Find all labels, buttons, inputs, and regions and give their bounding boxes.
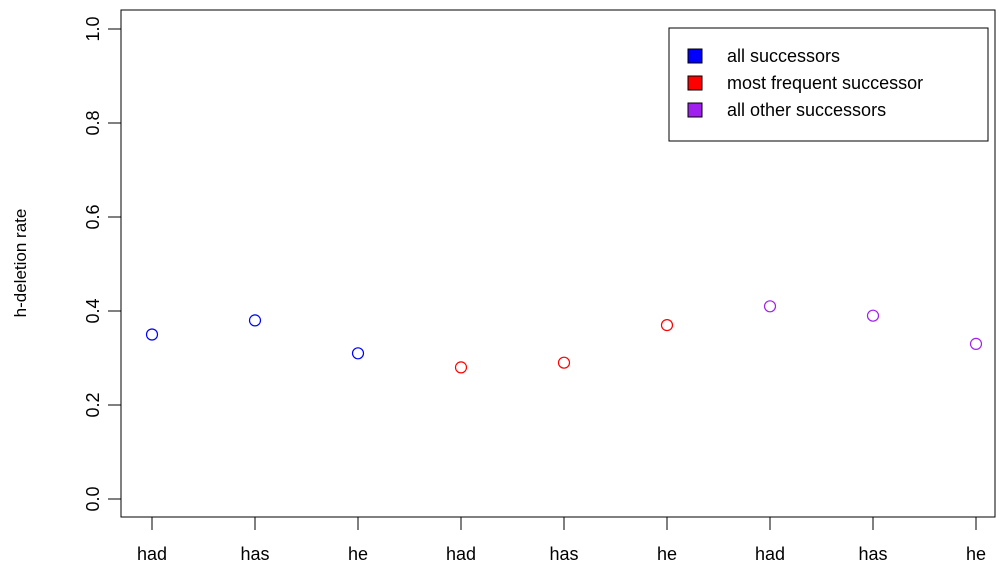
x-tick-label: he <box>966 544 986 564</box>
data-point <box>557 356 571 369</box>
legend-swatch <box>687 102 703 118</box>
data-point <box>454 361 468 374</box>
x-tick-label: he <box>348 544 368 564</box>
y-tick-label: 0.4 <box>83 298 103 323</box>
y-axis-title: h-deletion rate <box>11 209 30 318</box>
data-point <box>969 337 983 350</box>
legend-label: all successors <box>727 46 840 66</box>
y-tick-label: 0.0 <box>83 486 103 511</box>
data-point <box>866 309 880 322</box>
x-tick-label: had <box>755 544 785 564</box>
data-point <box>763 300 777 313</box>
data-point <box>145 328 159 341</box>
x-tick-label: has <box>549 544 578 564</box>
x-tick-label: has <box>858 544 887 564</box>
y-tick-label: 1.0 <box>83 16 103 41</box>
legend-label: all other successors <box>727 100 886 120</box>
x-tick-label: he <box>657 544 677 564</box>
y-tick-label: 0.8 <box>83 110 103 135</box>
y-tick-label: 0.6 <box>83 204 103 229</box>
data-point <box>351 347 365 360</box>
legend-swatch <box>687 48 703 64</box>
legend: all successors most frequent successor all… <box>668 27 989 142</box>
data-point <box>248 314 262 327</box>
y-axis: 0.0 0.2 0.4 0.6 0.8 1.0 <box>83 16 122 512</box>
legend-swatch <box>687 75 703 91</box>
x-tick-label: has <box>240 544 269 564</box>
x-axis: had has he had has he had has he <box>137 516 986 564</box>
legend-label: most frequent successor <box>727 73 923 93</box>
legend-box <box>668 27 989 142</box>
data-point <box>660 319 674 332</box>
x-tick-label: had <box>446 544 476 564</box>
x-tick-label: had <box>137 544 167 564</box>
data-points <box>145 300 983 374</box>
y-tick-label: 0.2 <box>83 392 103 417</box>
